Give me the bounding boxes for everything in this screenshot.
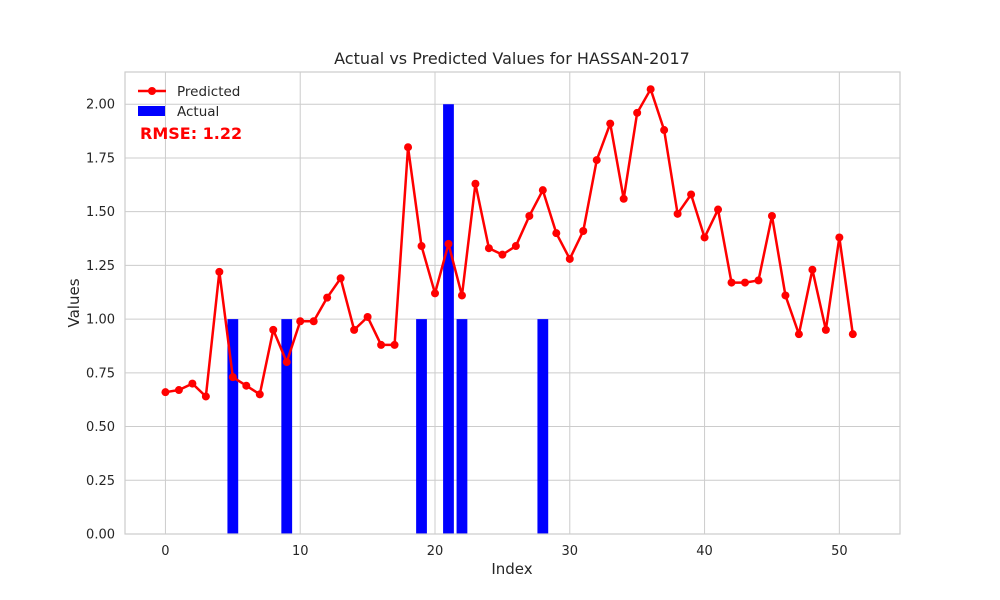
predicted-point [188, 379, 197, 388]
legend-predicted-marker [148, 87, 156, 95]
predicted-point [417, 242, 426, 251]
x-tick-label: 30 [562, 544, 579, 559]
y-tick-label: 0.50 [86, 420, 115, 435]
predicted-point [565, 254, 574, 263]
predicted-point [255, 390, 264, 399]
predicted-point [242, 381, 251, 390]
predicted-point [633, 108, 642, 117]
predicted-point [390, 340, 399, 349]
predicted-point [511, 242, 520, 251]
predicted-point [161, 388, 170, 397]
grid [125, 72, 900, 535]
predicted-point [282, 358, 291, 367]
actual-bar [456, 319, 468, 534]
y-tick-label: 1.75 [86, 151, 115, 166]
predicted-point [471, 179, 480, 188]
predicted-point [336, 274, 345, 283]
actual-bar [281, 319, 293, 534]
x-tick-label: 50 [831, 544, 848, 559]
y-tick-label: 0.25 [86, 474, 115, 489]
predicted-point [444, 239, 453, 248]
predicted-point [592, 156, 601, 165]
legend: Predicted Actual [138, 84, 240, 120]
actual-bar [416, 319, 427, 534]
predicted-point [741, 278, 749, 287]
predicted-point [727, 278, 736, 287]
y-tick-label: 1.00 [86, 313, 115, 328]
y-tick-label: 1.25 [86, 259, 115, 274]
rmse-annotation: RMSE: 1.22 [140, 124, 242, 143]
predicted-point [714, 205, 723, 214]
predicted-point [484, 244, 493, 253]
predicted-point [431, 289, 439, 298]
legend-actual-label: Actual [177, 104, 219, 120]
x-tick-label: 20 [427, 544, 444, 559]
predicted-point [673, 209, 682, 218]
actual-bar [443, 104, 454, 535]
predicted-line [161, 85, 857, 401]
predicted-point [350, 325, 359, 334]
predicted-point [754, 276, 763, 285]
predicted-point [525, 211, 534, 220]
predicted-point [404, 143, 413, 152]
predicted-point [660, 126, 669, 135]
predicted-point [215, 267, 224, 276]
chart-title: Actual vs Predicted Values for HASSAN-20… [334, 49, 690, 68]
predicted-point [619, 194, 628, 203]
y-tick-label: 1.50 [86, 205, 115, 220]
x-tick-label: 10 [292, 544, 309, 559]
x-axis-title: Index [491, 560, 532, 578]
x-tick-label: 40 [696, 544, 713, 559]
predicted-point [579, 227, 588, 236]
predicted-point [808, 265, 817, 274]
tick-labels: 0 10 20 30 40 50 0.00 0.25 0.50 0.75 1.00 1.25 1.50 1… [86, 98, 848, 559]
predicted-point [552, 229, 561, 238]
predicted-point [538, 186, 547, 195]
predicted-point [687, 190, 696, 199]
predicted-point [323, 293, 332, 302]
predicted-point [457, 291, 466, 300]
plot-frame [124, 71, 901, 535]
predicted-point [309, 317, 318, 326]
predicted-point [781, 291, 790, 300]
y-axis-title: Values [65, 278, 83, 327]
predicted-point [821, 325, 830, 334]
predicted-point [498, 250, 507, 259]
y-tick-label: 2.00 [86, 98, 115, 113]
predicted-point [848, 330, 857, 339]
predicted-point [377, 340, 386, 349]
predicted-point [174, 386, 183, 395]
legend-actual-swatch [138, 106, 165, 116]
plot-area [125, 72, 900, 534]
predicted-point [606, 119, 615, 128]
legend-predicted-label: Predicted [177, 84, 240, 100]
y-tick-label: 0.00 [86, 528, 115, 543]
predicted-point [228, 373, 237, 382]
predicted-point [363, 312, 372, 321]
actual-bar [537, 319, 549, 534]
predicted-point [646, 85, 655, 94]
predicted-point [794, 330, 803, 339]
predicted-point [700, 233, 709, 242]
x-tick-label: 0 [161, 544, 169, 559]
predicted-point [296, 317, 305, 326]
actual-bars [227, 104, 549, 535]
predicted-series-line [165, 87, 855, 398]
predicted-point [835, 233, 844, 242]
predicted-point [767, 211, 776, 220]
y-tick-label: 0.75 [86, 366, 115, 381]
actual-bar [227, 319, 239, 534]
predicted-point [201, 392, 210, 401]
predicted-point [269, 325, 278, 334]
